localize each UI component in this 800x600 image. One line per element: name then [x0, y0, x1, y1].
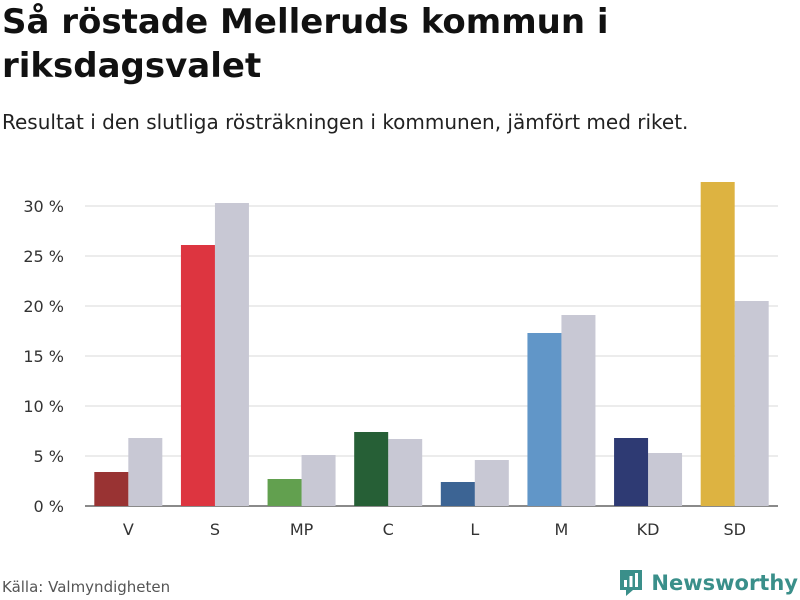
newsworthy-logo-icon [620, 570, 643, 596]
x-tick-label: MP [290, 520, 314, 539]
bars [94, 182, 769, 506]
bar-riket-m [561, 315, 596, 506]
bar-riket-sd [734, 301, 769, 506]
y-tick-label: 5 % [34, 447, 64, 466]
y-tick-label: 0 % [34, 497, 64, 516]
y-tick-label: 20 % [23, 297, 64, 316]
bar-kommun-sd [700, 182, 735, 506]
bar-kommun-m [527, 333, 562, 506]
bar-riket-v [128, 438, 163, 506]
x-tick-label: M [555, 520, 569, 539]
y-tick-label: 15 % [23, 347, 64, 366]
y-tick-label: 25 % [23, 247, 64, 266]
bar-kommun-kd [614, 438, 649, 506]
x-axis-ticks: V S MP C L M KD SD [123, 520, 746, 539]
y-tick-label: 30 % [23, 197, 64, 216]
x-tick-label: S [210, 520, 220, 539]
bar-kommun-l [440, 482, 475, 506]
brand-name: Newsworthy [651, 571, 798, 595]
chart-title: Så röstade Melleruds kommun i riksdagsva… [2, 2, 609, 86]
y-axis-ticks: 0 % 5 % 10 % 15 % 20 % 25 % 30 % [23, 197, 64, 516]
source-note: Källa: Valmyndigheten [2, 578, 171, 596]
x-tick-label: KD [637, 520, 660, 539]
x-tick-label: V [123, 520, 134, 539]
y-tick-label: 10 % [23, 397, 64, 416]
bar-riket-kd [648, 453, 683, 506]
x-tick-label: C [383, 520, 394, 539]
chart-subtitle: Resultat i den slutliga rösträkningen i … [2, 110, 689, 134]
x-tick-label: SD [723, 520, 745, 539]
bar-riket-mp [301, 455, 336, 506]
bar-riket-c [388, 439, 423, 506]
bar-riket-s [214, 203, 249, 506]
brand-logo: Newsworthy [618, 566, 798, 600]
bar-kommun-s [180, 245, 215, 506]
x-tick-label: L [470, 520, 479, 539]
bar-kommun-v [94, 472, 129, 506]
bar-chart: 0 % 5 % 10 % 15 % 20 % 25 % 30 % V S MP C L M KD SD [23, 182, 778, 539]
bar-kommun-c [354, 432, 389, 506]
bar-riket-l [474, 460, 509, 506]
bar-kommun-mp [267, 479, 302, 506]
